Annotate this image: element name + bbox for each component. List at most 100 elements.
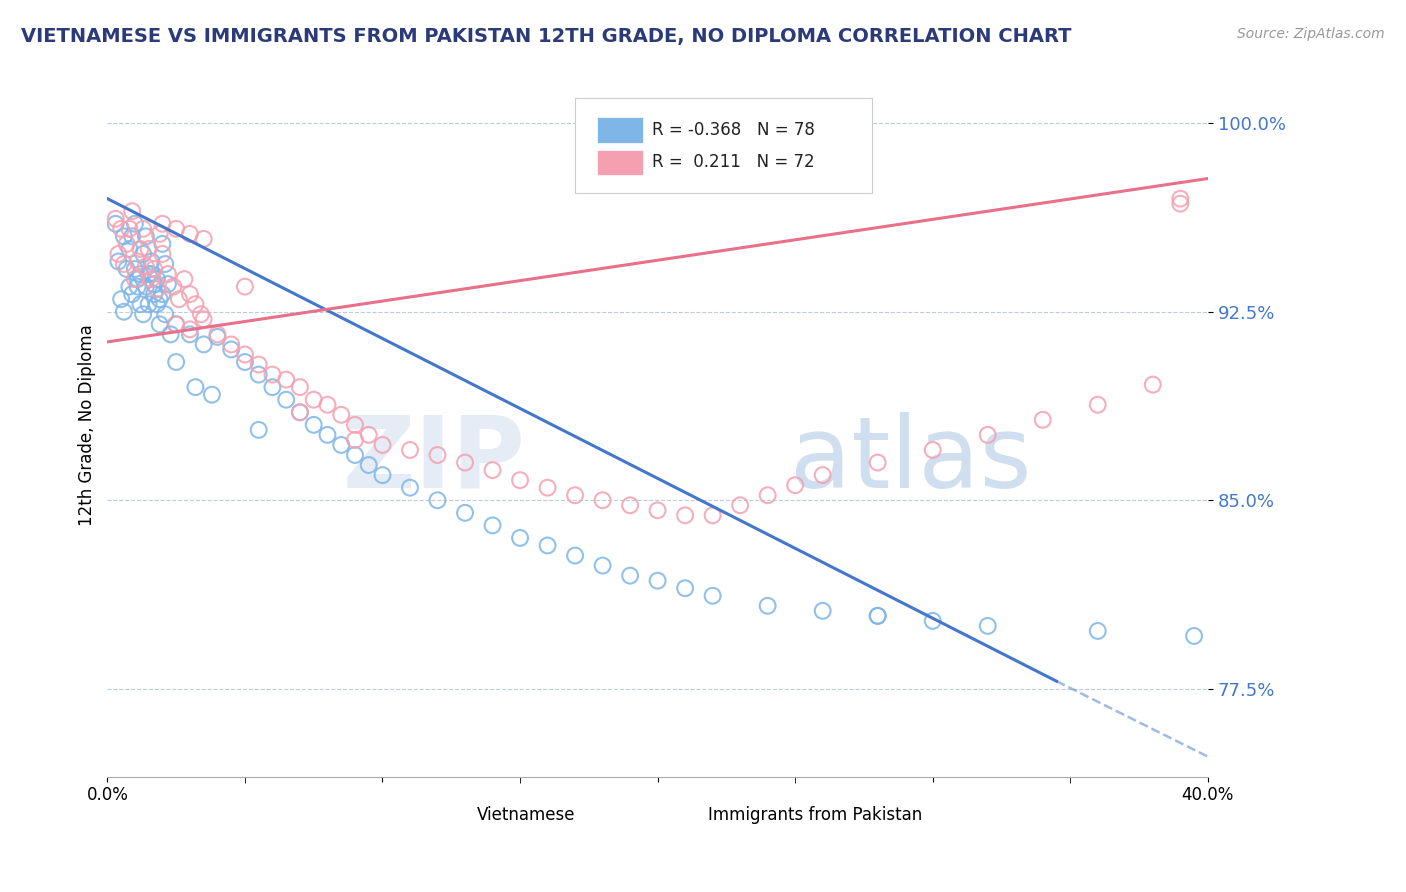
Point <box>115 236 138 251</box>
Point <box>647 503 669 517</box>
Point <box>149 292 172 306</box>
Point <box>288 380 311 394</box>
Text: Immigrants from Pakistan: Immigrants from Pakistan <box>709 806 922 824</box>
Point <box>124 217 146 231</box>
Point <box>152 236 174 251</box>
FancyBboxPatch shape <box>575 97 872 193</box>
Point <box>121 287 143 301</box>
Point <box>564 488 586 502</box>
Point <box>138 242 160 256</box>
Point <box>118 222 141 236</box>
Point <box>921 614 943 628</box>
Point <box>276 373 298 387</box>
Point <box>141 254 163 268</box>
Point <box>1142 377 1164 392</box>
Point <box>146 282 169 296</box>
Point <box>233 355 256 369</box>
Point <box>179 287 201 301</box>
Point <box>121 204 143 219</box>
Point <box>1168 192 1191 206</box>
Point <box>921 442 943 457</box>
Point <box>247 358 270 372</box>
Point <box>785 478 807 492</box>
Point <box>288 405 311 419</box>
Point <box>811 604 834 618</box>
Point <box>454 506 477 520</box>
Point <box>302 392 325 407</box>
Point <box>115 262 138 277</box>
Point <box>201 387 224 401</box>
Point <box>152 247 174 261</box>
Point <box>1306 719 1329 733</box>
Point <box>193 337 215 351</box>
Point <box>262 368 284 382</box>
Point <box>811 468 834 483</box>
Point <box>159 327 181 342</box>
Point <box>107 247 129 261</box>
Point <box>138 297 160 311</box>
Point <box>207 330 229 344</box>
Text: atlas: atlas <box>790 411 1031 508</box>
Point <box>247 368 270 382</box>
FancyBboxPatch shape <box>598 150 644 175</box>
Point <box>592 493 614 508</box>
Point <box>481 463 503 477</box>
Point <box>143 287 166 301</box>
Point <box>536 481 558 495</box>
Point <box>129 297 152 311</box>
Point <box>702 508 724 523</box>
Point <box>371 468 394 483</box>
Point <box>233 347 256 361</box>
Point <box>728 498 751 512</box>
Point <box>357 458 380 472</box>
Point <box>276 392 298 407</box>
FancyBboxPatch shape <box>425 804 471 828</box>
Point <box>233 279 256 293</box>
Point <box>1087 624 1109 638</box>
Point <box>165 318 187 332</box>
Point <box>143 277 166 291</box>
Text: VIETNAMESE VS IMMIGRANTS FROM PAKISTAN 12TH GRADE, NO DIPLOMA CORRELATION CHART: VIETNAMESE VS IMMIGRANTS FROM PAKISTAN 1… <box>21 27 1071 45</box>
Point <box>146 297 169 311</box>
Point <box>110 292 132 306</box>
Text: R =  0.211   N = 72: R = 0.211 N = 72 <box>652 153 814 171</box>
Point <box>184 297 207 311</box>
Point <box>509 531 531 545</box>
Point <box>1032 413 1054 427</box>
Point <box>426 448 449 462</box>
Text: R = -0.368   N = 78: R = -0.368 N = 78 <box>652 121 815 139</box>
Point <box>343 417 366 432</box>
Point <box>179 322 201 336</box>
Point <box>173 272 195 286</box>
Point <box>454 456 477 470</box>
Point <box>302 417 325 432</box>
Point <box>146 272 169 286</box>
Point <box>866 456 889 470</box>
Point <box>152 217 174 231</box>
FancyBboxPatch shape <box>655 804 702 828</box>
Point <box>330 408 353 422</box>
Point <box>132 247 155 261</box>
Point <box>207 327 229 342</box>
Point <box>127 279 149 293</box>
Point <box>316 398 339 412</box>
Point <box>371 438 394 452</box>
Point <box>219 337 242 351</box>
Point <box>132 307 155 321</box>
Point <box>112 304 135 318</box>
Text: Source: ZipAtlas.com: Source: ZipAtlas.com <box>1237 27 1385 41</box>
Point <box>399 481 422 495</box>
Point <box>167 292 190 306</box>
Point <box>107 254 129 268</box>
Point <box>184 380 207 394</box>
Point <box>509 473 531 487</box>
Point <box>536 539 558 553</box>
Point <box>149 227 172 241</box>
Point <box>112 257 135 271</box>
Point <box>316 428 339 442</box>
Point <box>143 262 166 277</box>
Point <box>149 318 172 332</box>
Point <box>104 211 127 226</box>
Point <box>190 307 212 321</box>
Point <box>112 229 135 244</box>
